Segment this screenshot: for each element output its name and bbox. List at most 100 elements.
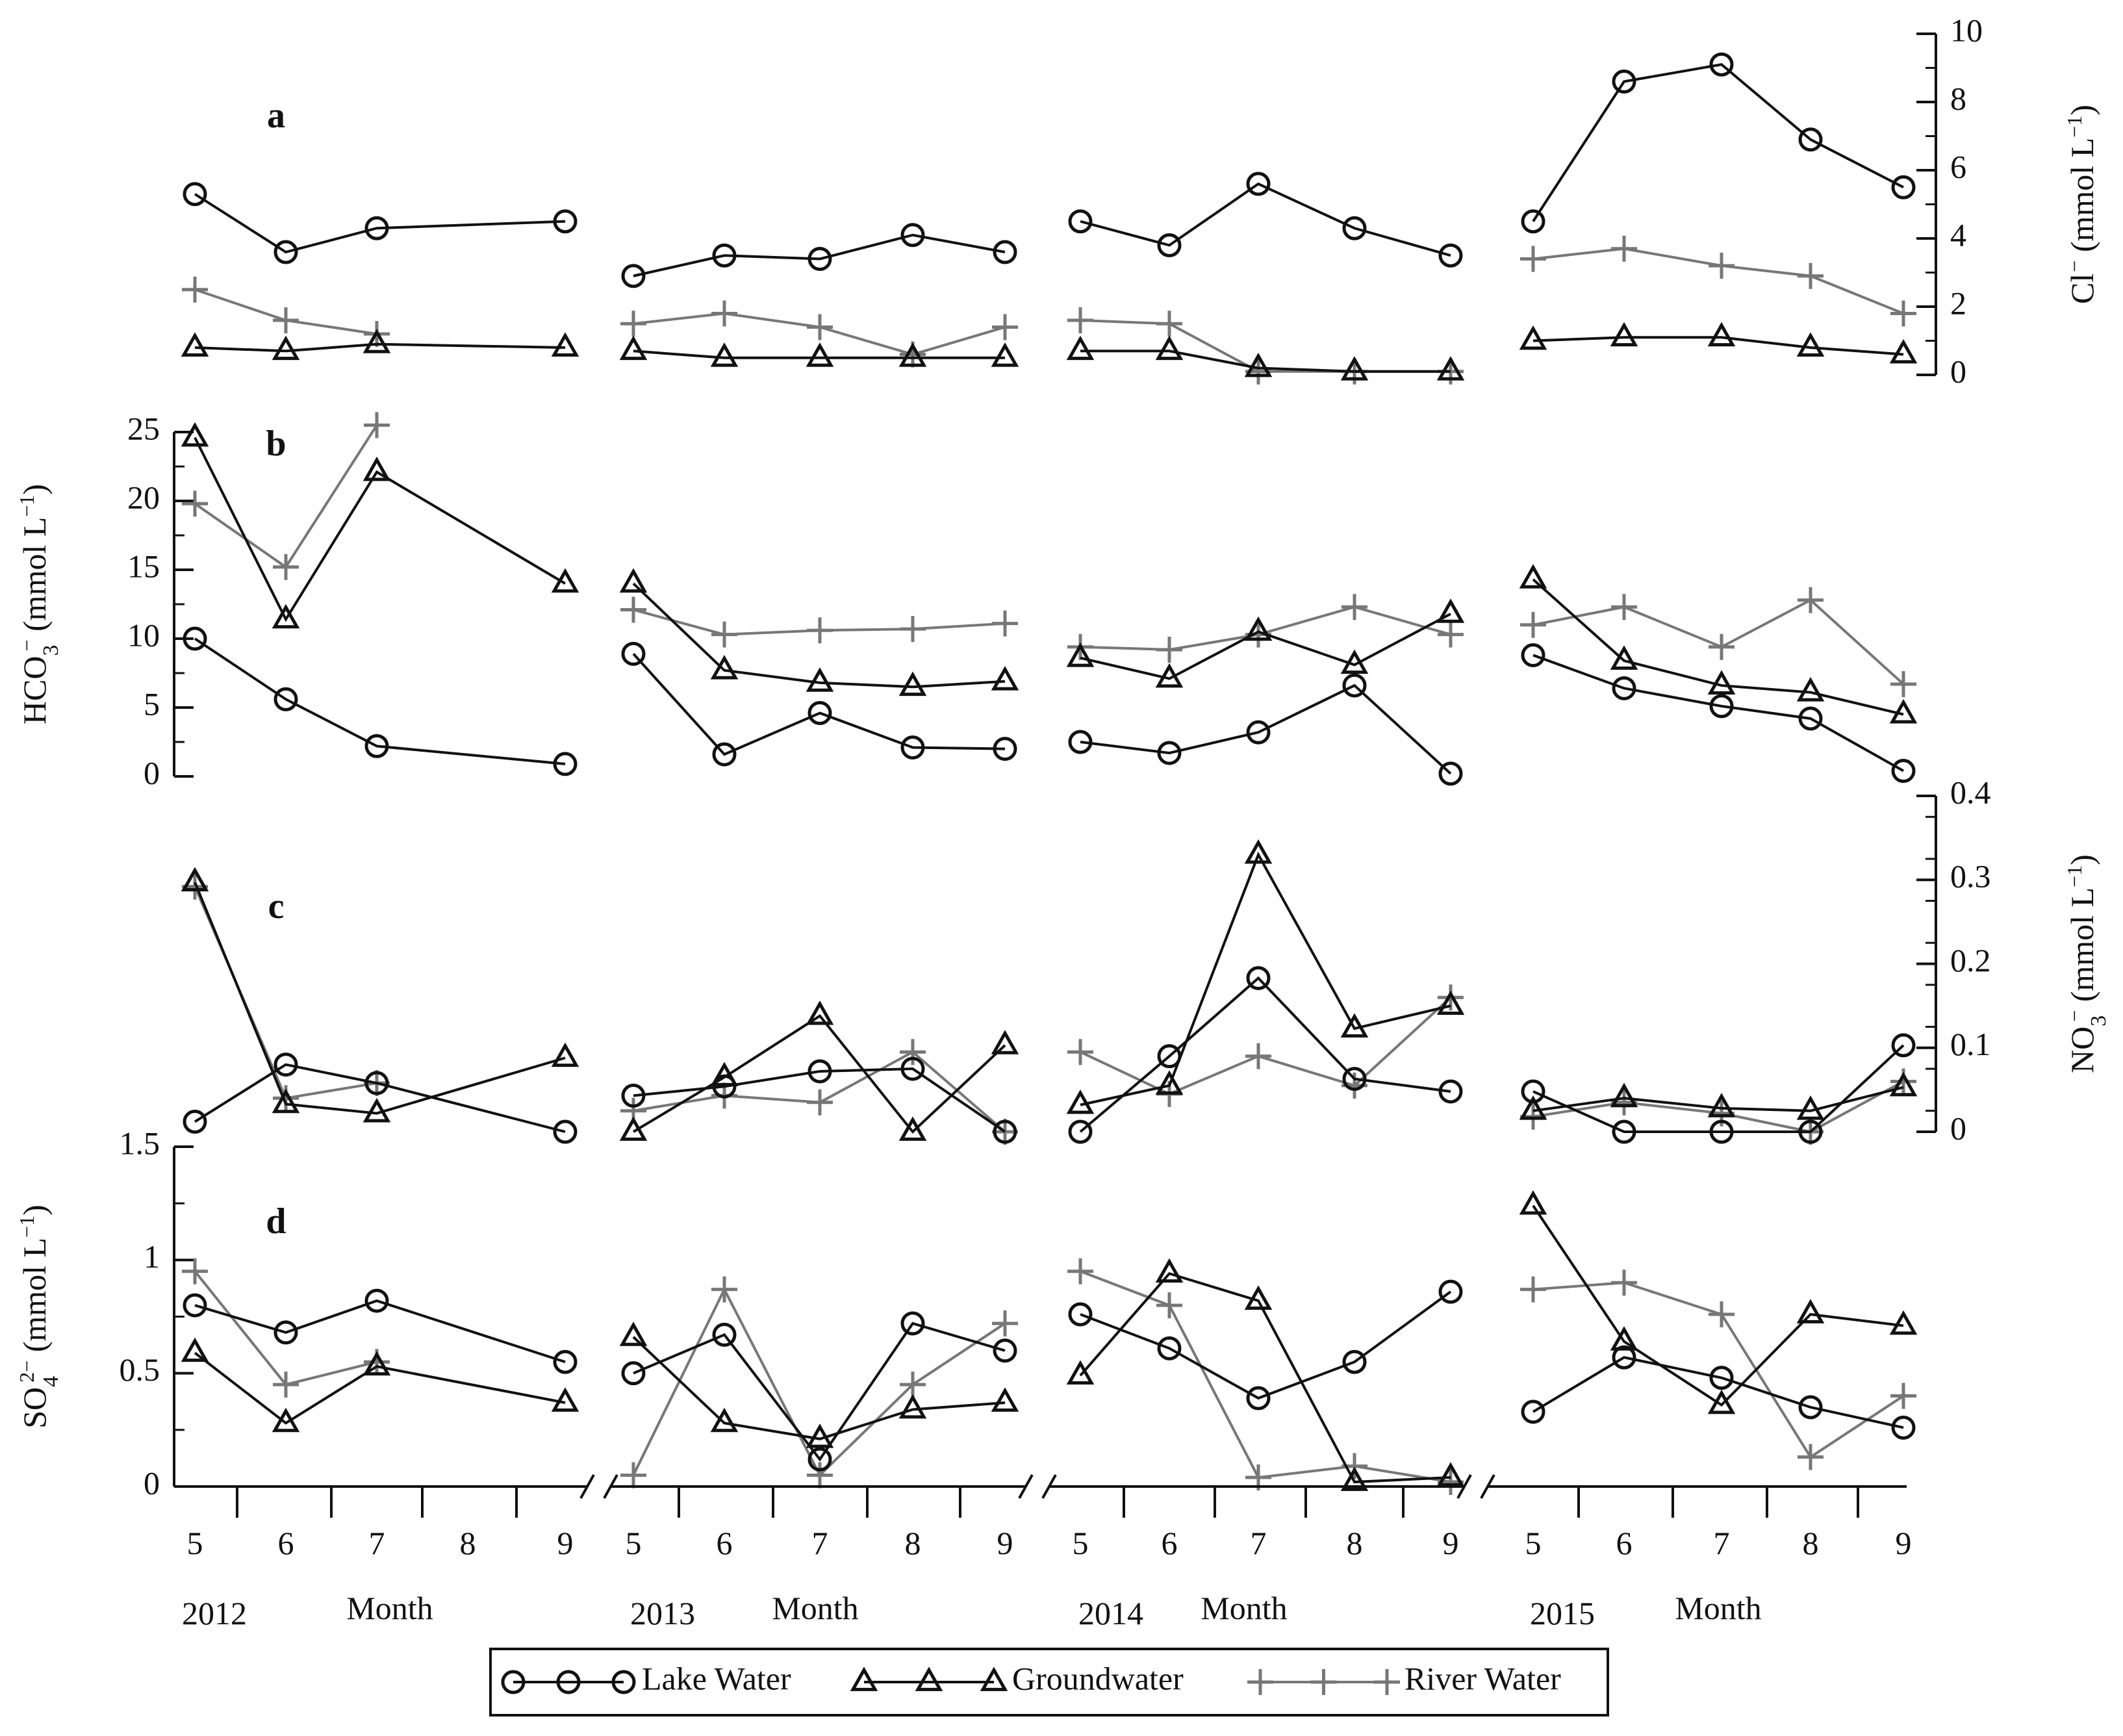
y-tick-label: 0 <box>144 1464 160 1501</box>
line-river-c-2012 <box>194 886 377 1100</box>
point-river <box>182 276 208 303</box>
point-groundwater <box>1155 1258 1184 1283</box>
x-month-label: 5 <box>1525 1525 1542 1561</box>
line-groundwater-c-2014 <box>1080 851 1451 1106</box>
y-tick-label: 0.2 <box>1950 942 1991 978</box>
y-tick-label: 25 <box>127 410 160 446</box>
point-groundwater <box>806 1000 834 1025</box>
series-groundwater-d-2015 <box>1519 1190 1918 1414</box>
point-river <box>992 1310 1018 1336</box>
line-river-a-2014 <box>1080 319 1451 373</box>
series-groundwater-d-2012 <box>181 1337 579 1433</box>
point-groundwater <box>1340 1013 1369 1038</box>
legend-marker <box>980 1666 1008 1691</box>
point-lake <box>1157 1044 1182 1069</box>
x-month-label: 9 <box>1896 1525 1912 1561</box>
line-groundwater-a-2015 <box>1532 336 1904 356</box>
year-label-2014: 2014 <box>1078 1595 1143 1631</box>
point-groundwater <box>991 342 1019 367</box>
point-river <box>711 1276 737 1303</box>
point-lake <box>1342 1349 1367 1374</box>
series-river-b-2013 <box>620 596 1018 648</box>
point-lake <box>364 1288 389 1313</box>
point-groundwater <box>1519 1190 1547 1215</box>
point-groundwater <box>991 666 1019 691</box>
point-lake <box>183 182 207 207</box>
x-month-label: 9 <box>557 1525 574 1561</box>
point-lake <box>993 1119 1017 1144</box>
series-groundwater-c-2013 <box>619 1000 1019 1141</box>
point-groundwater <box>362 1351 391 1376</box>
point-groundwater <box>1436 356 1465 381</box>
point-lake <box>1438 243 1463 268</box>
line-lake-c-2014 <box>1079 976 1451 1133</box>
series-river-a-2015 <box>1520 235 1916 327</box>
line-groundwater-d-2015 <box>1532 1205 1904 1407</box>
x-axis-title: Month <box>772 1590 858 1626</box>
line-lake-d-2015 <box>1532 1356 1904 1429</box>
point-lake <box>364 734 389 758</box>
point-river <box>900 616 926 643</box>
point-lake <box>621 641 646 666</box>
x-month-label: 6 <box>1616 1525 1633 1561</box>
point-lake <box>993 1338 1017 1363</box>
point-groundwater <box>1436 598 1465 623</box>
point-river <box>1709 633 1735 660</box>
point-river <box>620 1462 646 1488</box>
line-river-b-2015 <box>1532 598 1905 685</box>
point-lake <box>273 1053 298 1077</box>
point-groundwater <box>1796 677 1825 702</box>
point-groundwater <box>362 1097 391 1123</box>
point-groundwater <box>551 568 579 593</box>
point-lake <box>1798 706 1823 731</box>
line-river-c-2015 <box>1532 1080 1904 1134</box>
x-month-label: 6 <box>278 1525 294 1561</box>
line-lake-c-2015 <box>1532 1044 1905 1133</box>
axis-break-mark <box>1018 1474 1057 1499</box>
y-tick-label: 15 <box>127 548 160 584</box>
line-lake-d-2013 <box>633 1321 1006 1462</box>
axis-break-mark <box>579 1474 618 1499</box>
line-lake-a-2012 <box>194 193 566 254</box>
point-groundwater <box>619 1116 648 1141</box>
point-river <box>1798 1444 1824 1470</box>
legend-marker <box>501 1670 526 1694</box>
point-lake <box>1521 1079 1545 1104</box>
series-river-c-2015 <box>1520 1068 1916 1145</box>
point-river <box>1611 1270 1637 1296</box>
series-river-b-2015 <box>1520 587 1916 697</box>
point-groundwater <box>1519 564 1547 589</box>
panel-letter-a: a <box>267 96 285 136</box>
legend-box <box>489 1648 1609 1717</box>
point-groundwater <box>1610 1082 1638 1108</box>
line-groundwater-d-2014 <box>1079 1271 1451 1484</box>
point-lake <box>273 687 298 711</box>
legend-marker <box>1374 1669 1400 1695</box>
point-lake <box>1891 175 1916 199</box>
point-river <box>711 300 737 327</box>
panel-a: a 0 2 4 6 8 10 Cl− (mmol L−1) <box>267 12 2100 389</box>
series-lake-a-2014 <box>1068 172 1463 268</box>
legend-marker <box>915 1666 943 1691</box>
point-river <box>1067 1258 1093 1284</box>
point-river <box>364 412 390 439</box>
point-lake <box>1521 643 1545 667</box>
point-river <box>1890 300 1916 327</box>
point-groundwater <box>1244 616 1273 641</box>
legend-item-groundwater: Groundwater <box>850 1660 1184 1696</box>
x-month-label: 8 <box>1803 1525 1819 1561</box>
point-lake <box>1709 694 1734 719</box>
point-groundwater <box>710 1407 739 1433</box>
point-groundwater <box>181 332 209 357</box>
legend-marker <box>850 1666 878 1691</box>
x-month-label: 8 <box>1347 1525 1363 1561</box>
legend: Lake Water Groundwater River Water <box>489 1648 1609 1717</box>
point-river <box>1890 1383 1916 1409</box>
panel-letter-b: b <box>266 424 286 464</box>
y-axis-title-b: HCO3− (mmol L−1) <box>15 484 63 724</box>
point-groundwater <box>362 456 391 481</box>
point-groundwater <box>551 1042 579 1067</box>
x-month-label: 6 <box>1162 1525 1178 1561</box>
point-groundwater <box>1340 649 1369 674</box>
